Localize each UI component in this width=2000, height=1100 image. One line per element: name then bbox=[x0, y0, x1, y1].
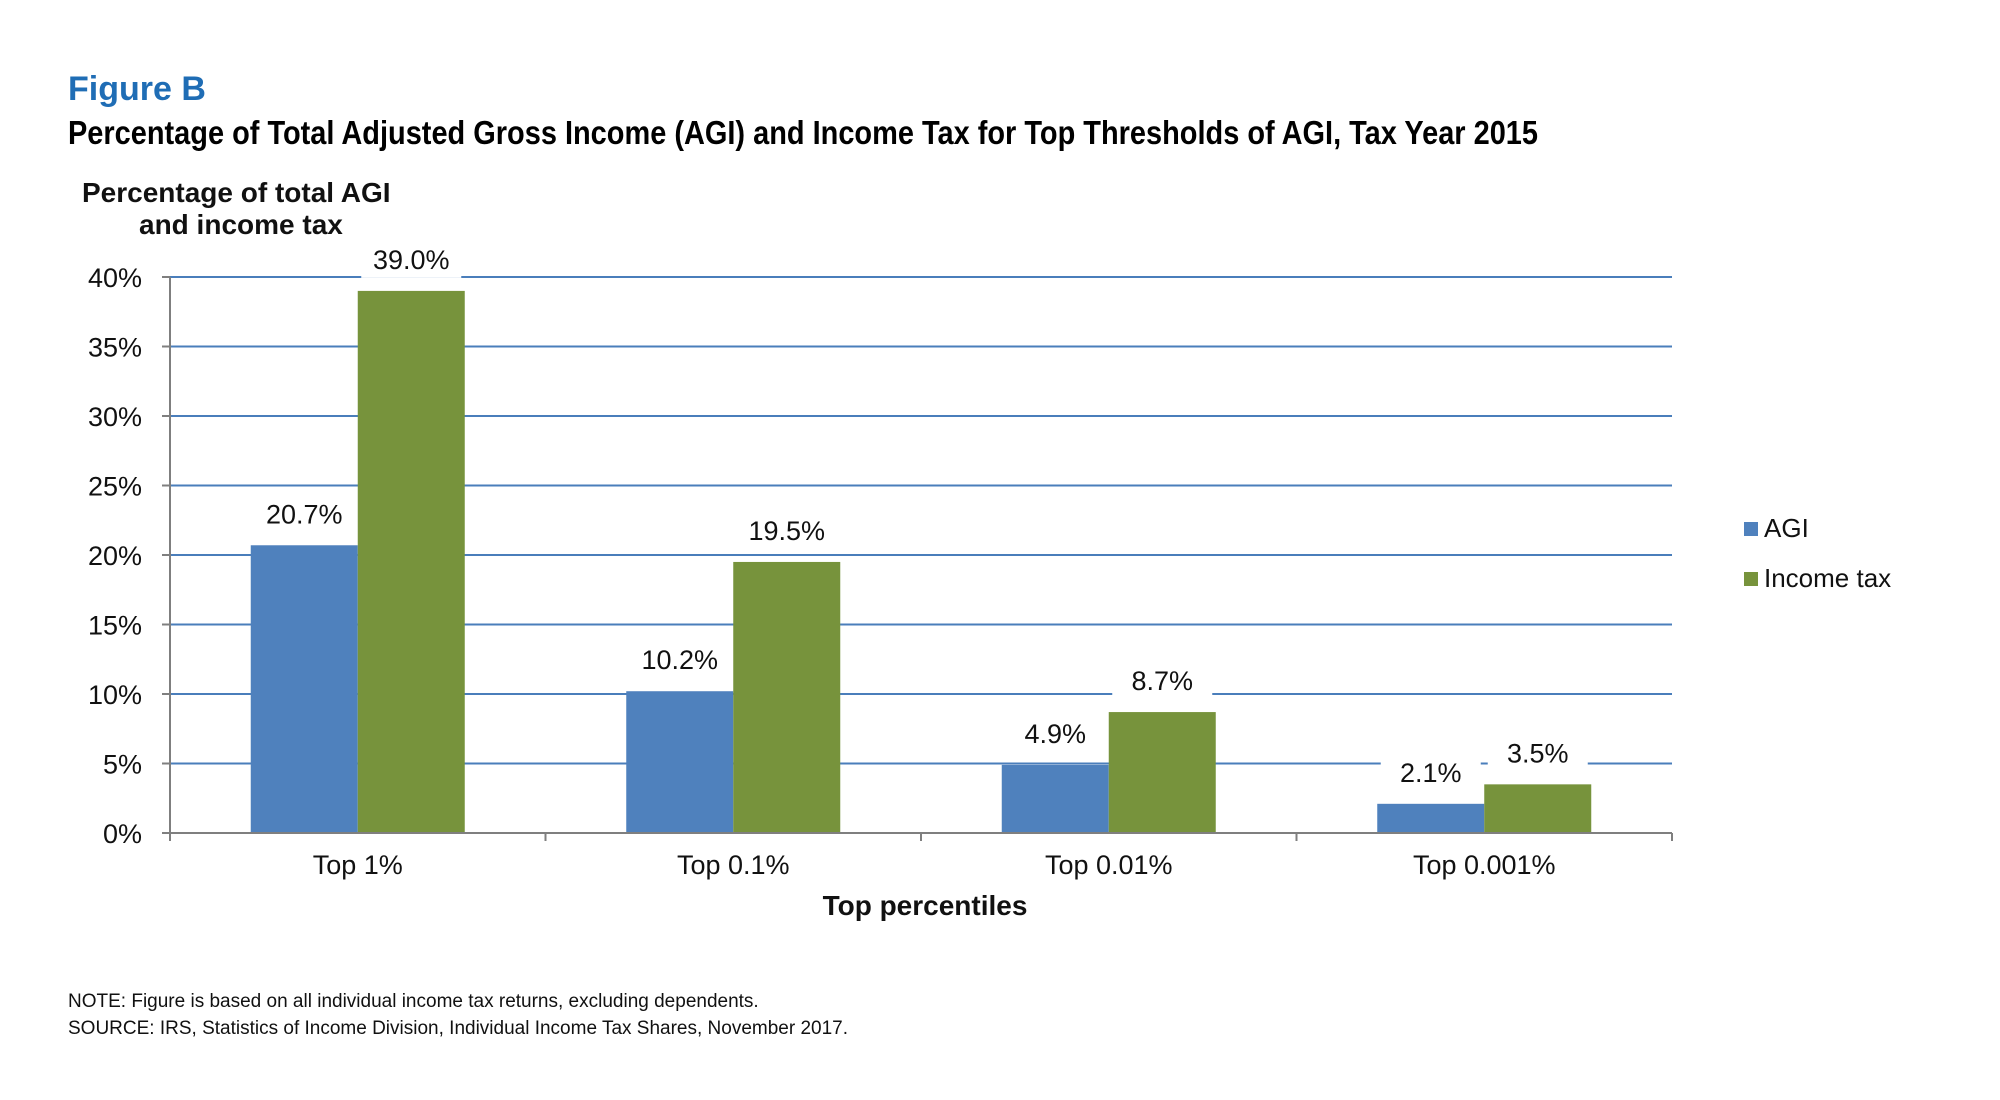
x-tick-label: Top 0.01% bbox=[1045, 850, 1173, 880]
bar-agi bbox=[250, 545, 358, 833]
source: SOURCE: IRS, Statistics of Income Divisi… bbox=[68, 1018, 848, 1039]
x-tick-label: Top 0.001% bbox=[1413, 850, 1556, 880]
y-tick-label: 0% bbox=[103, 819, 142, 849]
note: NOTE: Figure is based on all individual … bbox=[68, 991, 759, 1012]
legend-swatch-income-tax bbox=[1744, 572, 1758, 586]
legend: AGI Income tax bbox=[1744, 513, 1891, 593]
x-tick-label: Top 0.1% bbox=[677, 850, 790, 880]
data-label-background bbox=[1005, 715, 1106, 752]
data-label-background bbox=[736, 512, 837, 549]
bar-income-tax bbox=[1484, 784, 1592, 833]
y-axis-label-line2: and income tax bbox=[139, 209, 343, 240]
data-label-income-tax: 8.7% bbox=[1131, 666, 1193, 696]
y-tick-label: 5% bbox=[103, 750, 142, 780]
y-axis-ticks: 0% 5% 10% 15% 20% 25% 30% 35% 40% bbox=[88, 263, 170, 849]
x-axis-ticks: Top 1% Top 0.1% Top 0.01% Top 0.001% bbox=[169, 833, 1673, 880]
data-label-income-tax: 3.5% bbox=[1507, 738, 1569, 768]
legend-label-income-tax: Income tax bbox=[1764, 563, 1891, 593]
bar-income-tax bbox=[357, 290, 465, 833]
data-label-income-tax: 39.0% bbox=[373, 245, 450, 275]
data-label-agi: 2.1% bbox=[1400, 758, 1462, 788]
bar-agi bbox=[1377, 803, 1485, 833]
bar-income-tax bbox=[733, 561, 841, 833]
bar-agi bbox=[626, 691, 734, 833]
data-label-income-tax: 19.5% bbox=[748, 516, 825, 546]
y-tick-label: 15% bbox=[88, 611, 142, 641]
data-label-background bbox=[629, 642, 730, 679]
data-label-background bbox=[1112, 663, 1213, 700]
data-label-background bbox=[1380, 754, 1481, 791]
data-label-background bbox=[361, 241, 462, 278]
bars bbox=[250, 290, 1592, 833]
x-axis-label: Top percentiles bbox=[823, 890, 1028, 921]
y-tick-label: 10% bbox=[88, 680, 142, 710]
y-tick-label: 25% bbox=[88, 472, 142, 502]
data-label-agi: 20.7% bbox=[266, 499, 343, 529]
chart-title: Percentage of Total Adjusted Gross Incom… bbox=[68, 114, 1538, 151]
y-axis-label-line1: Percentage of total AGI bbox=[82, 177, 391, 208]
legend-swatch-agi bbox=[1744, 522, 1758, 536]
y-tick-label: 40% bbox=[88, 263, 142, 293]
x-tick-label: Top 1% bbox=[313, 850, 403, 880]
legend-label-agi: AGI bbox=[1764, 513, 1809, 543]
data-label-background bbox=[254, 496, 355, 533]
data-labels: 20.7% 39.0% 10.2% 19.5% 4.9% 8.7% 2.1% 3.5% bbox=[254, 241, 1588, 791]
bar-agi bbox=[1001, 764, 1109, 833]
figure-label: Figure B bbox=[68, 70, 206, 108]
y-tick-label: 20% bbox=[88, 541, 142, 571]
bar-income-tax bbox=[1108, 712, 1216, 833]
data-label-background bbox=[1487, 735, 1588, 772]
data-label-agi: 10.2% bbox=[641, 645, 718, 675]
y-tick-label: 35% bbox=[88, 333, 142, 363]
y-tick-label: 30% bbox=[88, 402, 142, 432]
data-label-agi: 4.9% bbox=[1024, 719, 1086, 749]
